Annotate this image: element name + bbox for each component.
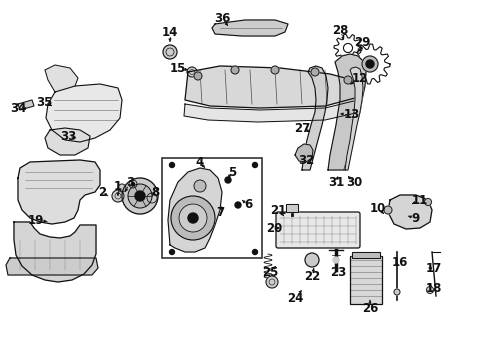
- Text: 12: 12: [351, 72, 367, 85]
- Text: 25: 25: [261, 266, 278, 279]
- Circle shape: [305, 253, 318, 267]
- Text: 15: 15: [169, 62, 186, 75]
- Polygon shape: [46, 84, 122, 142]
- Text: 31: 31: [327, 175, 344, 189]
- Circle shape: [265, 276, 278, 288]
- Circle shape: [252, 162, 257, 167]
- Circle shape: [179, 204, 206, 232]
- Circle shape: [270, 66, 279, 74]
- Bar: [162, 158, 262, 258]
- Text: 35: 35: [36, 95, 52, 108]
- Circle shape: [186, 67, 197, 77]
- Circle shape: [169, 162, 174, 167]
- Bar: [349, 256, 381, 304]
- Bar: [351, 252, 379, 258]
- Polygon shape: [6, 258, 98, 275]
- Bar: [285, 204, 297, 212]
- Circle shape: [365, 60, 373, 68]
- Circle shape: [118, 184, 126, 192]
- Text: 26: 26: [361, 302, 377, 315]
- Text: 36: 36: [213, 12, 230, 24]
- Circle shape: [135, 191, 145, 201]
- Circle shape: [383, 206, 391, 214]
- Text: 30: 30: [345, 175, 362, 189]
- Circle shape: [163, 45, 177, 59]
- Circle shape: [424, 198, 430, 206]
- Text: 18: 18: [425, 282, 441, 294]
- Circle shape: [343, 76, 351, 84]
- Text: 11: 11: [411, 194, 427, 207]
- Circle shape: [252, 249, 257, 255]
- Text: 28: 28: [331, 23, 347, 36]
- Polygon shape: [302, 66, 327, 170]
- Polygon shape: [327, 54, 365, 170]
- Polygon shape: [14, 222, 96, 282]
- Circle shape: [332, 257, 338, 263]
- Polygon shape: [345, 67, 362, 170]
- Text: 4: 4: [196, 156, 203, 168]
- Circle shape: [169, 249, 174, 255]
- Polygon shape: [387, 195, 431, 229]
- Circle shape: [187, 213, 198, 223]
- Circle shape: [112, 190, 124, 202]
- Circle shape: [235, 202, 241, 208]
- Polygon shape: [294, 144, 312, 162]
- Text: 34: 34: [10, 102, 26, 114]
- Text: 8: 8: [151, 185, 159, 198]
- Bar: [351, 252, 379, 258]
- Circle shape: [426, 287, 433, 293]
- Text: 29: 29: [353, 36, 369, 49]
- Circle shape: [131, 183, 134, 185]
- Polygon shape: [18, 100, 34, 110]
- FancyBboxPatch shape: [275, 212, 359, 248]
- Circle shape: [194, 180, 205, 192]
- Polygon shape: [183, 100, 359, 122]
- Text: 27: 27: [293, 122, 309, 135]
- Text: 20: 20: [265, 221, 282, 234]
- Text: 33: 33: [60, 130, 76, 143]
- Text: 23: 23: [329, 266, 346, 279]
- Polygon shape: [45, 128, 90, 155]
- Text: 7: 7: [216, 206, 224, 219]
- Text: 2: 2: [98, 185, 106, 198]
- Text: 22: 22: [303, 270, 320, 283]
- Circle shape: [393, 289, 399, 295]
- Text: 6: 6: [244, 198, 252, 211]
- Text: 3: 3: [126, 176, 134, 189]
- Bar: [285, 204, 297, 212]
- Polygon shape: [212, 20, 287, 36]
- Text: 17: 17: [425, 261, 441, 274]
- Circle shape: [194, 72, 202, 80]
- Polygon shape: [45, 65, 78, 92]
- Circle shape: [361, 56, 377, 72]
- Circle shape: [128, 184, 152, 208]
- Text: 14: 14: [162, 26, 178, 39]
- Circle shape: [310, 68, 318, 76]
- Text: 19: 19: [28, 213, 44, 226]
- Text: 32: 32: [297, 153, 313, 166]
- Text: 5: 5: [227, 166, 236, 179]
- Circle shape: [224, 177, 230, 183]
- Circle shape: [129, 180, 137, 188]
- Text: 16: 16: [391, 256, 407, 269]
- Polygon shape: [168, 168, 222, 252]
- Polygon shape: [184, 66, 359, 108]
- Circle shape: [147, 193, 157, 203]
- Text: 9: 9: [410, 211, 418, 225]
- Text: 1: 1: [114, 180, 122, 193]
- Text: 13: 13: [343, 108, 359, 121]
- Circle shape: [122, 178, 158, 214]
- Text: 10: 10: [369, 202, 386, 215]
- Text: 21: 21: [269, 203, 285, 216]
- Polygon shape: [18, 160, 100, 224]
- Circle shape: [230, 66, 239, 74]
- Circle shape: [171, 196, 215, 240]
- Text: 24: 24: [286, 292, 303, 305]
